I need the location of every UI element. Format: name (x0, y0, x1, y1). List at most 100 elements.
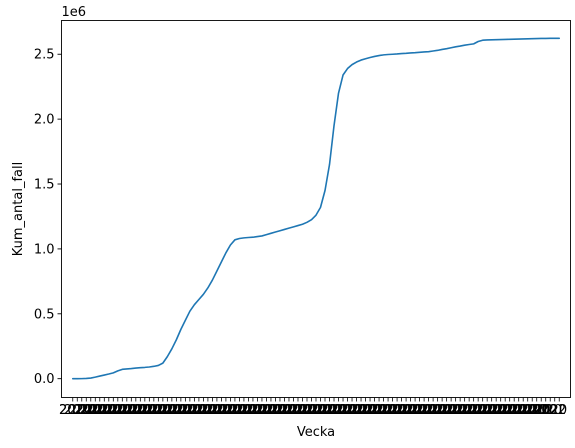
y-tick-label: 1.5 (34, 178, 55, 193)
x-tick-label: 2020 (69, 403, 102, 418)
x-tick-label-overlap: 2020 (59, 403, 92, 418)
x-tick-label: 2020 (489, 403, 522, 418)
x-tick-label: 2020 (349, 403, 382, 418)
x-tick-label: 2020 (199, 403, 232, 418)
x-tick-label: 2020 (294, 403, 327, 418)
x-tick-label: 2020 (439, 403, 472, 418)
y-tick-label: 2.5 (34, 48, 55, 63)
x-tick-label: 2020 (239, 403, 272, 418)
x-tick-label: 2020 (474, 403, 507, 418)
x-tick-label: 2020 (269, 403, 302, 418)
y-offset-label: 1e6 (62, 5, 87, 20)
x-tick-label: 2020 (204, 403, 237, 418)
x-tick-label: 2020 (354, 403, 387, 418)
x-tick-label: 2020 (174, 403, 207, 418)
x-tick-label: 2020 (414, 403, 447, 418)
x-tick-label: 2020 (89, 403, 122, 418)
x-tick-label: 2020 (134, 403, 167, 418)
x-tick-label: 2020 (364, 403, 397, 418)
x-tick-label: 2020 (264, 403, 297, 418)
x-tick-label: 2020 (499, 403, 532, 418)
x-tick-label: 2020 (519, 403, 552, 418)
x-tick-label: 2020 (419, 403, 452, 418)
x-tick-label: 2020 (384, 403, 417, 418)
x-axis-ticks: 2020202020202020202020202020202020202020… (59, 397, 567, 418)
x-tick-label: 2020 (259, 403, 292, 418)
x-tick-label: 2020 (304, 403, 337, 418)
x-tick-label: 2020 (494, 403, 527, 418)
x-axis-title: Vecka (297, 425, 335, 440)
x-tick-label: 2020 (229, 403, 262, 418)
x-tick-label: 2020 (234, 403, 267, 418)
x-tick-label: 2020 (219, 403, 252, 418)
x-tick-label: 2020 (169, 403, 202, 418)
x-tick-label: 2020 (534, 403, 567, 418)
y-tick-label: 0.0 (34, 372, 55, 387)
x-tick-label: 2020 (319, 403, 352, 418)
x-tick-label: 2020 (159, 403, 192, 418)
y-axis-title: Kum_antal_fall (11, 162, 26, 256)
x-tick-label: 2020 (179, 403, 212, 418)
x-tick-label: 2020 (214, 403, 247, 418)
x-tick-label: 2020 (389, 403, 422, 418)
x-tick-label: 2020 (429, 403, 462, 418)
x-tick-label: 2020 (479, 403, 512, 418)
x-tick-label: 2020 (124, 403, 157, 418)
x-tick-label: 2020 (399, 403, 432, 418)
x-tick-label: 2020 (184, 403, 217, 418)
x-tick-label: 2020 (369, 403, 402, 418)
x-tick-label: 2020 (164, 403, 197, 418)
x-tick-label: 2020 (484, 403, 517, 418)
series-line (71, 37, 561, 380)
x-tick-label: 2020 (74, 403, 107, 418)
x-tick-label: 2020 (64, 403, 97, 418)
x-tick-label: 2020 (104, 403, 137, 418)
x-tick-label: 2020 (129, 403, 162, 418)
x-tick-label: 2020 (244, 403, 277, 418)
x-tick-label: 2020 (224, 403, 257, 418)
x-tick-label: 2020 (434, 403, 467, 418)
x-tick-label: 2020 (209, 403, 242, 418)
x-tick-label: 2020 (359, 403, 392, 418)
x-tick-label: 2020 (524, 403, 557, 418)
x-tick-label: 2020 (139, 403, 172, 418)
x-tick-label: 2020 (99, 403, 132, 418)
y-tick-label: 2.0 (34, 113, 55, 128)
x-tick-label: 2020 (409, 403, 442, 418)
x-tick-label: 2020 (454, 403, 487, 418)
x-tick-label: 2020 (194, 403, 227, 418)
x-tick-label: 2020 (339, 403, 372, 418)
x-tick-label: 2020 (314, 403, 347, 418)
x-tick-label: 2020 (279, 403, 312, 418)
x-tick-label: 2020 (444, 403, 477, 418)
x-tick-label: 2020 (469, 403, 502, 418)
x-tick-label: 2020 (379, 403, 412, 418)
plot-area (61, 20, 571, 398)
x-tick-label: 2020 (504, 403, 537, 418)
x-tick-label: 2020 (284, 403, 317, 418)
x-tick-label: 2020 (299, 403, 332, 418)
x-tick-label: 2020 (79, 403, 112, 418)
x-tick-label: 2020 (254, 403, 287, 418)
x-tick-label: 2020 (94, 403, 127, 418)
x-tick-label: 2020 (154, 403, 187, 418)
x-tick-label: 2020 (289, 403, 322, 418)
x-tick-label: 2020 (324, 403, 357, 418)
x-tick-label: 2020 (189, 403, 222, 418)
x-tick-label: 2020 (449, 403, 482, 418)
x-tick-label: 2020 (394, 403, 427, 418)
plot-frame (61, 20, 571, 398)
x-tick-label: 2020 (514, 403, 547, 418)
x-tick-label: 2020 (84, 403, 117, 418)
x-tick-label: 2020 (509, 403, 542, 418)
x-tick-label: 2020 (109, 403, 142, 418)
x-tick-label: 2020 (424, 403, 457, 418)
x-tick-label: 2020 (144, 403, 177, 418)
x-tick-label: 2020 (119, 403, 152, 418)
x-tick-label: 2020 (329, 403, 362, 418)
x-tick-label: 2020 (59, 403, 92, 418)
y-tick-label: 0.5 (34, 307, 55, 322)
y-axis-ticks: 0.0 0.5 1.0 1.5 2.0 2.5 (34, 48, 62, 387)
x-tick-label: 2020 (344, 403, 377, 418)
